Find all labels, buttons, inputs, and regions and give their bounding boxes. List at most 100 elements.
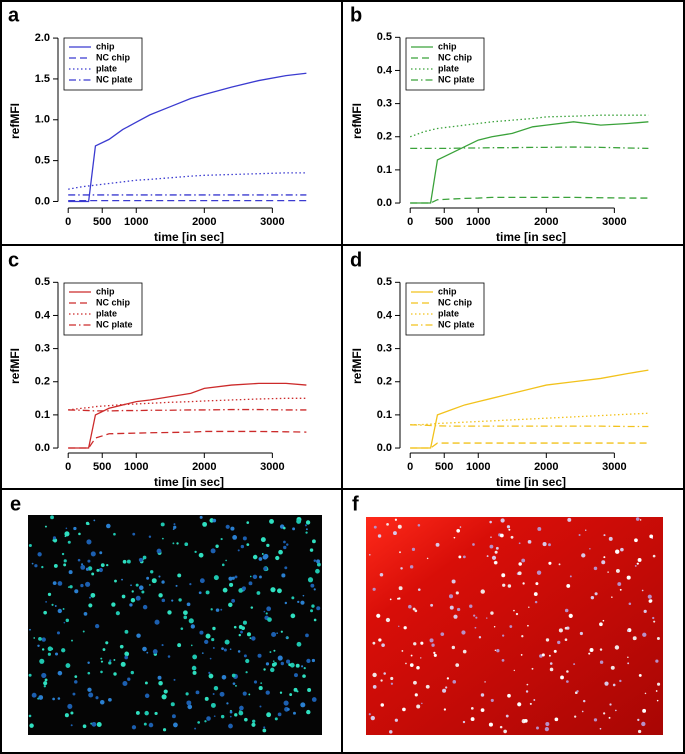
x-axis-label: time [in sec] bbox=[496, 230, 566, 244]
series-line bbox=[68, 430, 307, 449]
cell bbox=[87, 671, 91, 675]
cell bbox=[420, 641, 424, 645]
cell bbox=[470, 717, 475, 721]
cell bbox=[440, 632, 445, 636]
cell bbox=[566, 680, 569, 683]
y-tick-label: 0.5 bbox=[377, 31, 392, 43]
cell bbox=[627, 656, 629, 659]
x-axis-label: time [in sec] bbox=[154, 475, 224, 489]
cell bbox=[608, 716, 611, 719]
cell bbox=[398, 586, 403, 591]
cell bbox=[44, 525, 47, 528]
cell bbox=[194, 550, 197, 554]
cell bbox=[183, 615, 188, 620]
cell bbox=[69, 585, 73, 589]
cell bbox=[121, 594, 126, 599]
cell bbox=[502, 583, 506, 587]
cell bbox=[261, 553, 264, 555]
cell bbox=[177, 643, 182, 648]
cell bbox=[265, 690, 270, 695]
cell bbox=[293, 711, 296, 715]
cell bbox=[306, 658, 311, 664]
cell bbox=[157, 675, 162, 680]
cell bbox=[29, 628, 31, 631]
cell bbox=[225, 524, 230, 529]
cell bbox=[506, 525, 511, 529]
cell bbox=[229, 715, 232, 718]
cell bbox=[414, 609, 418, 613]
cell bbox=[578, 533, 581, 537]
cell bbox=[290, 613, 296, 619]
series-line bbox=[68, 72, 307, 203]
cell bbox=[431, 643, 435, 647]
cell bbox=[265, 612, 268, 615]
cell bbox=[286, 707, 290, 711]
cell bbox=[603, 534, 606, 537]
x-tick-label: 1000 bbox=[124, 216, 148, 228]
cell bbox=[611, 596, 613, 598]
cell bbox=[286, 543, 289, 546]
cell bbox=[257, 653, 262, 658]
cell bbox=[588, 652, 591, 655]
cell bbox=[63, 621, 66, 624]
cell bbox=[54, 652, 59, 656]
y-tick-label: 0.5 bbox=[35, 155, 50, 167]
cell bbox=[405, 662, 407, 665]
cell bbox=[265, 662, 270, 666]
cell bbox=[448, 594, 454, 599]
cell bbox=[252, 574, 258, 580]
cell bbox=[398, 625, 400, 628]
y-tick-label: 0.1 bbox=[377, 164, 392, 176]
cell bbox=[258, 686, 263, 691]
series-line bbox=[410, 442, 649, 449]
cell bbox=[589, 647, 594, 652]
cell bbox=[271, 662, 276, 667]
panel-label: d bbox=[350, 249, 362, 271]
cell bbox=[161, 644, 164, 647]
cell bbox=[288, 663, 292, 667]
x-tick-label: 2000 bbox=[534, 461, 558, 473]
cell bbox=[603, 556, 606, 559]
cell bbox=[111, 602, 116, 607]
cell bbox=[269, 651, 272, 654]
cell bbox=[619, 588, 622, 591]
cell bbox=[115, 611, 120, 616]
x-tick-label: 0 bbox=[65, 461, 71, 473]
cell bbox=[64, 713, 69, 718]
cell bbox=[531, 667, 534, 670]
cell bbox=[307, 577, 314, 583]
cell bbox=[229, 710, 233, 714]
cell bbox=[489, 520, 492, 524]
cell bbox=[635, 517, 640, 521]
cell bbox=[263, 610, 266, 613]
cell bbox=[41, 565, 44, 569]
cell bbox=[533, 592, 538, 596]
cell bbox=[277, 655, 283, 661]
cell bbox=[163, 689, 168, 694]
cell bbox=[452, 680, 457, 684]
cell bbox=[29, 723, 34, 728]
series-line bbox=[68, 382, 307, 449]
cell bbox=[144, 681, 148, 685]
cell bbox=[451, 645, 456, 650]
cell bbox=[266, 543, 270, 548]
cell bbox=[491, 555, 497, 560]
cell bbox=[394, 518, 398, 521]
cell bbox=[283, 545, 287, 550]
micrograph-f bbox=[366, 517, 663, 735]
cell bbox=[105, 641, 109, 645]
cell bbox=[558, 628, 563, 633]
cell bbox=[150, 570, 154, 574]
cell bbox=[47, 592, 52, 597]
cell bbox=[161, 694, 167, 700]
cell bbox=[43, 610, 47, 615]
cell bbox=[608, 536, 613, 541]
cell bbox=[188, 618, 194, 624]
cell bbox=[212, 518, 217, 523]
panel-label: a bbox=[8, 4, 20, 26]
y-tick-label: 0.3 bbox=[377, 98, 392, 110]
cell bbox=[462, 720, 466, 724]
cell bbox=[647, 594, 652, 599]
cell bbox=[252, 719, 256, 723]
cell bbox=[64, 531, 70, 537]
